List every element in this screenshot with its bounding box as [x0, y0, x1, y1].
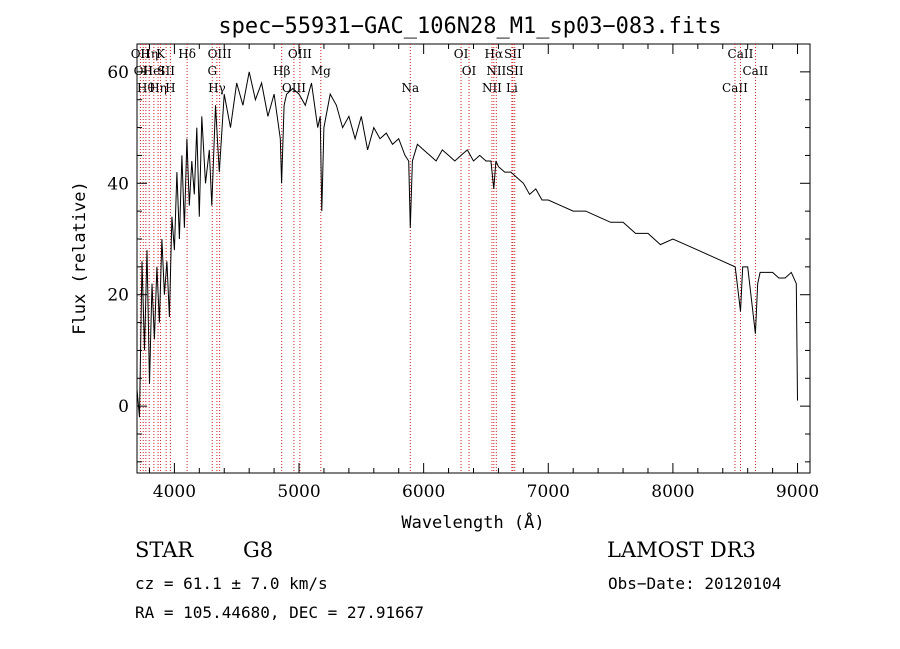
line-mark-label-24: SII	[504, 47, 522, 61]
line-mark-label-18: OI	[454, 47, 469, 61]
line-mark-label-27: CaII	[728, 47, 754, 61]
x-tick-label: 4000	[153, 482, 196, 502]
line-mark-label-13: Hβ	[273, 64, 290, 78]
line-mark-label-5: Hη	[149, 81, 167, 95]
y-tick-label: 40	[107, 174, 129, 194]
line-mark-label-22: NII	[486, 64, 506, 78]
line-mark-label-2: Hθ	[137, 81, 155, 95]
radec-text: RA = 105.44680, DEC = 27.91667	[135, 603, 424, 622]
spectrum-line	[136, 71, 798, 418]
survey-label: LAMOST DR3	[607, 538, 756, 562]
line-mark-label-8: H	[165, 81, 175, 95]
x-tick-label: 7000	[527, 482, 570, 502]
x-tick-label: 6000	[402, 482, 445, 502]
line-mark-label-9: Hδ	[178, 47, 196, 61]
line-mark-label-12: OIII	[208, 47, 232, 61]
line-mark-label-14: OIII	[282, 81, 306, 95]
spectral-line-marks: OIIOIIHθHηHeIHηKSIIHHδGHγOIIIHβOIIIOIIIM…	[131, 44, 769, 473]
object-class: STAR	[135, 538, 194, 562]
y-tick-label: 20	[107, 286, 129, 306]
obs-date-text: Obs−Date: 20120104	[608, 574, 782, 593]
axis-ticks: 4000 5000 6000 7000 8000 9000 0 20 40 60	[107, 44, 819, 502]
line-mark-label-6: K	[156, 47, 166, 61]
y-axis-label: Flux (relative)	[70, 181, 90, 335]
object-subclass: G8	[243, 538, 274, 562]
line-mark-label-20: NII	[482, 81, 502, 95]
x-axis-label: Wavelength (Å)	[401, 511, 544, 533]
line-mark-label-16: Mg	[311, 64, 331, 78]
plot-frame	[136, 43, 811, 474]
line-mark-label-25: SII	[506, 64, 524, 78]
chart-title: spec−55931−GAC_106N28_M1_sp03−083.fits	[218, 14, 721, 39]
y-tick-label: 60	[107, 63, 129, 83]
line-mark-label-11: Hγ	[208, 81, 226, 95]
x-tick-label: 5000	[277, 482, 320, 502]
line-mark-label-17: Na	[401, 81, 419, 95]
line-mark-label-15: OIII	[288, 47, 312, 61]
line-mark-label-7: SII	[157, 64, 175, 78]
line-mark-label-4: HeI	[143, 64, 166, 78]
line-mark-label-23: Li	[506, 81, 518, 95]
line-mark-label-26: CaII	[722, 81, 748, 95]
redshift-text: cz = 61.1 ± 7.0 km/s	[135, 574, 328, 593]
x-tick-label: 9000	[776, 482, 819, 502]
line-mark-label-21: Hα	[485, 47, 504, 61]
y-tick-label: 0	[118, 397, 129, 417]
line-mark-label-28: CaII	[742, 64, 768, 78]
x-tick-label: 8000	[651, 482, 694, 502]
line-mark-label-1: OII	[134, 64, 154, 78]
line-mark-label-19: OI	[462, 64, 477, 78]
line-mark-label-10: G	[207, 64, 217, 78]
